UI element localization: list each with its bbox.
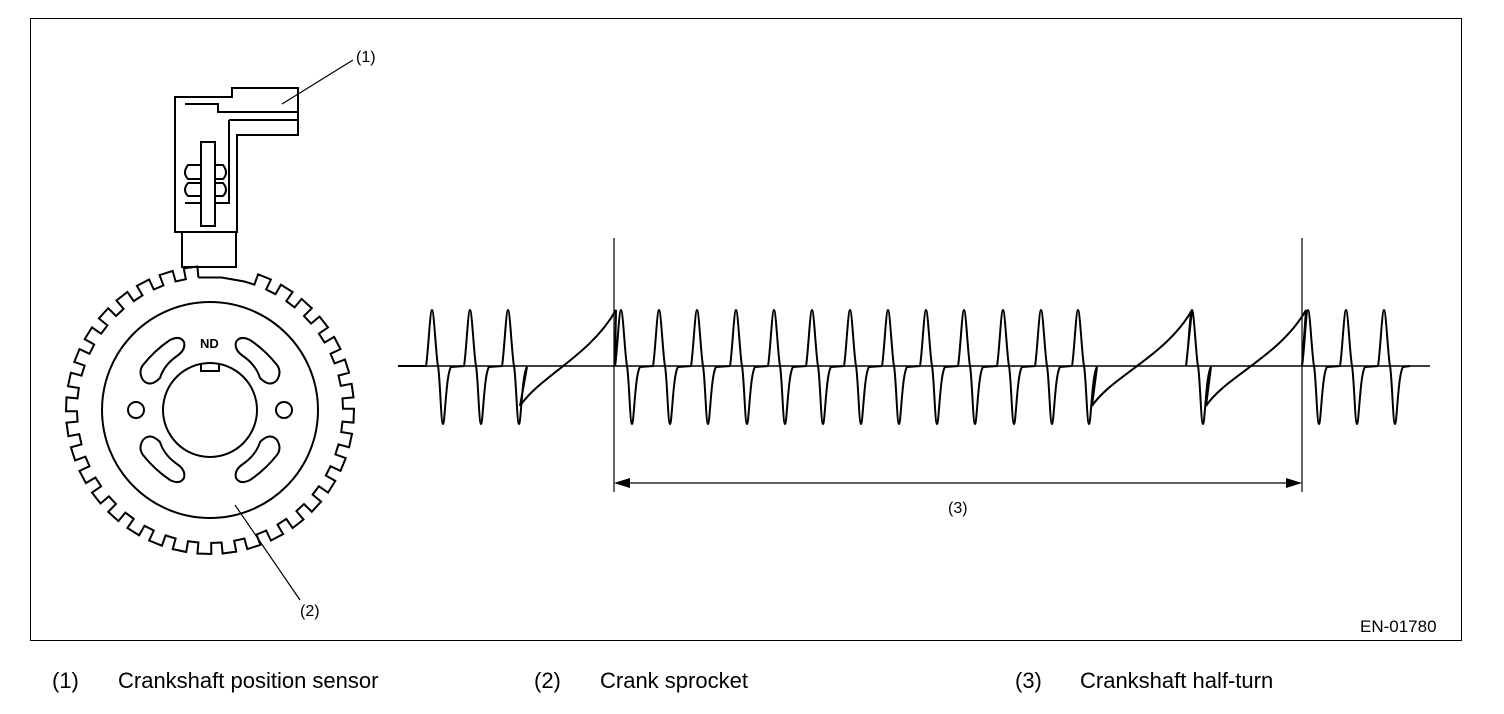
callout-3: (3) <box>948 500 968 517</box>
figure-code: EN-01780 <box>1360 617 1437 636</box>
half-turn-dimension <box>614 478 1302 488</box>
crankshaft-position-sensor <box>174 87 299 268</box>
nd-marker: ND <box>200 336 219 351</box>
signal-trace <box>398 308 1411 426</box>
legend-2-text: Crank sprocket <box>600 668 748 693</box>
callout-2: (2) <box>300 603 320 620</box>
legend-2-num: (2) <box>534 668 561 693</box>
legend-3-num: (3) <box>1015 668 1042 693</box>
figure-frame <box>30 18 1462 641</box>
crank-sprocket <box>64 265 356 556</box>
legend-1-text: Crankshaft position sensor <box>118 668 379 693</box>
callout-leaders <box>234 59 354 601</box>
legend-1-num: (1) <box>52 668 79 693</box>
sensor-signal-waveform <box>398 238 1430 492</box>
legend-3-text: Crankshaft half-turn <box>1080 668 1274 693</box>
sprocket-teeth <box>64 265 356 556</box>
callout-1: (1) <box>356 49 376 66</box>
